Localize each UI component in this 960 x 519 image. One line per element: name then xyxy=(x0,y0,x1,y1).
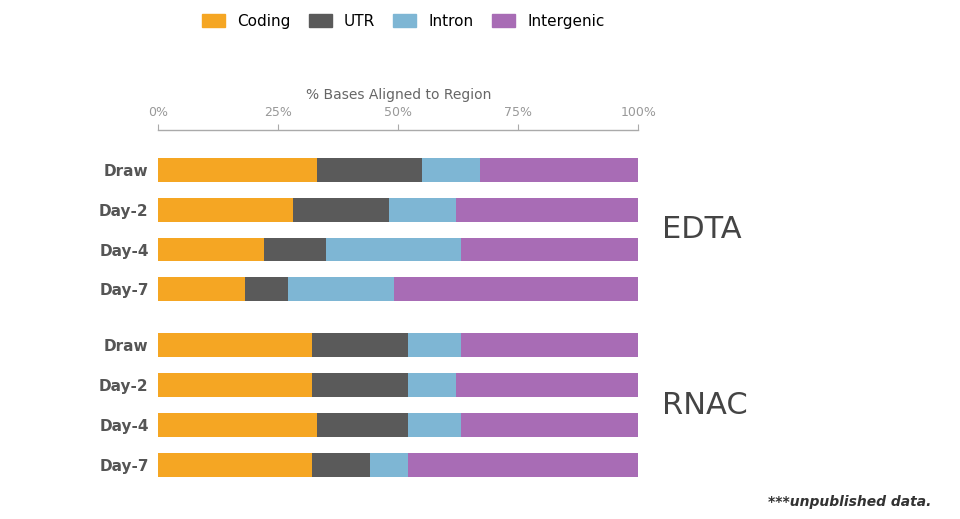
Bar xyxy=(408,333,461,357)
Bar xyxy=(158,453,312,477)
Bar xyxy=(461,238,638,262)
Bar xyxy=(461,333,638,357)
Bar xyxy=(158,333,312,357)
Bar xyxy=(317,158,422,182)
Bar xyxy=(408,453,638,477)
Bar xyxy=(389,198,456,222)
Text: ***unpublished data.: ***unpublished data. xyxy=(768,495,931,509)
Bar xyxy=(158,373,312,397)
Bar xyxy=(456,373,638,397)
Bar xyxy=(394,278,638,302)
Bar xyxy=(264,238,326,262)
Bar xyxy=(422,158,480,182)
Bar xyxy=(158,158,317,182)
Bar xyxy=(158,278,245,302)
Bar xyxy=(408,413,461,437)
Bar xyxy=(158,413,317,437)
Bar xyxy=(293,198,389,222)
Bar xyxy=(158,198,293,222)
Bar xyxy=(456,198,638,222)
Bar xyxy=(312,333,408,357)
Text: EDTA: EDTA xyxy=(662,215,742,244)
X-axis label: % Bases Aligned to Region: % Bases Aligned to Region xyxy=(305,88,492,102)
Bar xyxy=(312,373,408,397)
Bar xyxy=(461,413,638,437)
Bar xyxy=(245,278,288,302)
Legend: Coding, UTR, Intron, Intergenic: Coding, UTR, Intron, Intergenic xyxy=(196,8,611,35)
Bar xyxy=(317,413,408,437)
Bar xyxy=(480,158,638,182)
Bar xyxy=(370,453,408,477)
Bar xyxy=(408,373,456,397)
Text: RNAC: RNAC xyxy=(662,391,748,420)
Bar xyxy=(288,278,394,302)
Bar xyxy=(158,238,264,262)
Bar xyxy=(326,238,461,262)
Bar xyxy=(312,453,370,477)
